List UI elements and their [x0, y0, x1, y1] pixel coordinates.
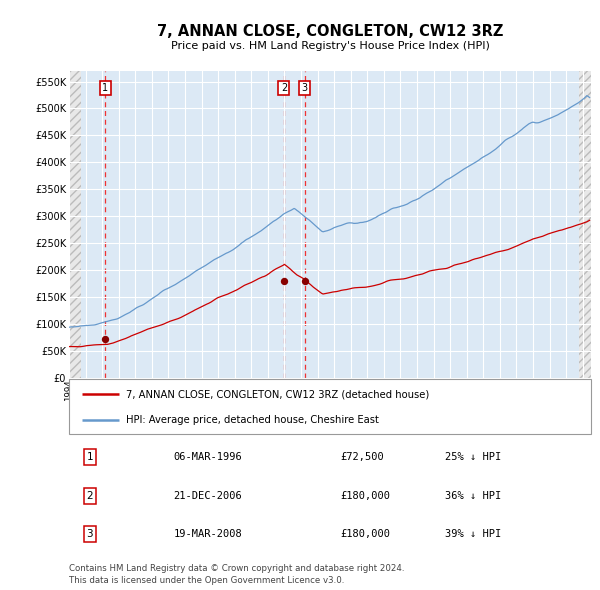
Text: 3: 3 [86, 529, 93, 539]
Point [279, 276, 289, 286]
Text: 21-DEC-2006: 21-DEC-2006 [173, 491, 242, 500]
Text: £180,000: £180,000 [340, 491, 391, 500]
Text: 1: 1 [102, 83, 108, 93]
Text: 3: 3 [302, 83, 308, 93]
Text: Contains HM Land Registry data © Crown copyright and database right 2024.
This d: Contains HM Land Registry data © Crown c… [69, 565, 404, 585]
Text: 1: 1 [86, 452, 93, 462]
Text: 06-MAR-1996: 06-MAR-1996 [173, 452, 242, 462]
Text: 7, ANNAN CLOSE, CONGLETON, CW12 3RZ (detached house): 7, ANNAN CLOSE, CONGLETON, CW12 3RZ (det… [127, 389, 430, 399]
Text: 19-MAR-2008: 19-MAR-2008 [173, 529, 242, 539]
Text: 39% ↓ HPI: 39% ↓ HPI [445, 529, 501, 539]
Point [300, 276, 310, 286]
Text: 25% ↓ HPI: 25% ↓ HPI [445, 452, 501, 462]
Text: 2: 2 [281, 83, 287, 93]
Text: HPI: Average price, detached house, Cheshire East: HPI: Average price, detached house, Ches… [127, 415, 379, 425]
Text: £72,500: £72,500 [340, 452, 384, 462]
FancyBboxPatch shape [69, 379, 591, 434]
Text: 2: 2 [86, 491, 93, 500]
Text: £180,000: £180,000 [340, 529, 391, 539]
Text: Price paid vs. HM Land Registry's House Price Index (HPI): Price paid vs. HM Land Registry's House … [170, 41, 490, 51]
Text: 7, ANNAN CLOSE, CONGLETON, CW12 3RZ: 7, ANNAN CLOSE, CONGLETON, CW12 3RZ [157, 24, 503, 38]
Text: 36% ↓ HPI: 36% ↓ HPI [445, 491, 501, 500]
Point [100, 334, 110, 343]
